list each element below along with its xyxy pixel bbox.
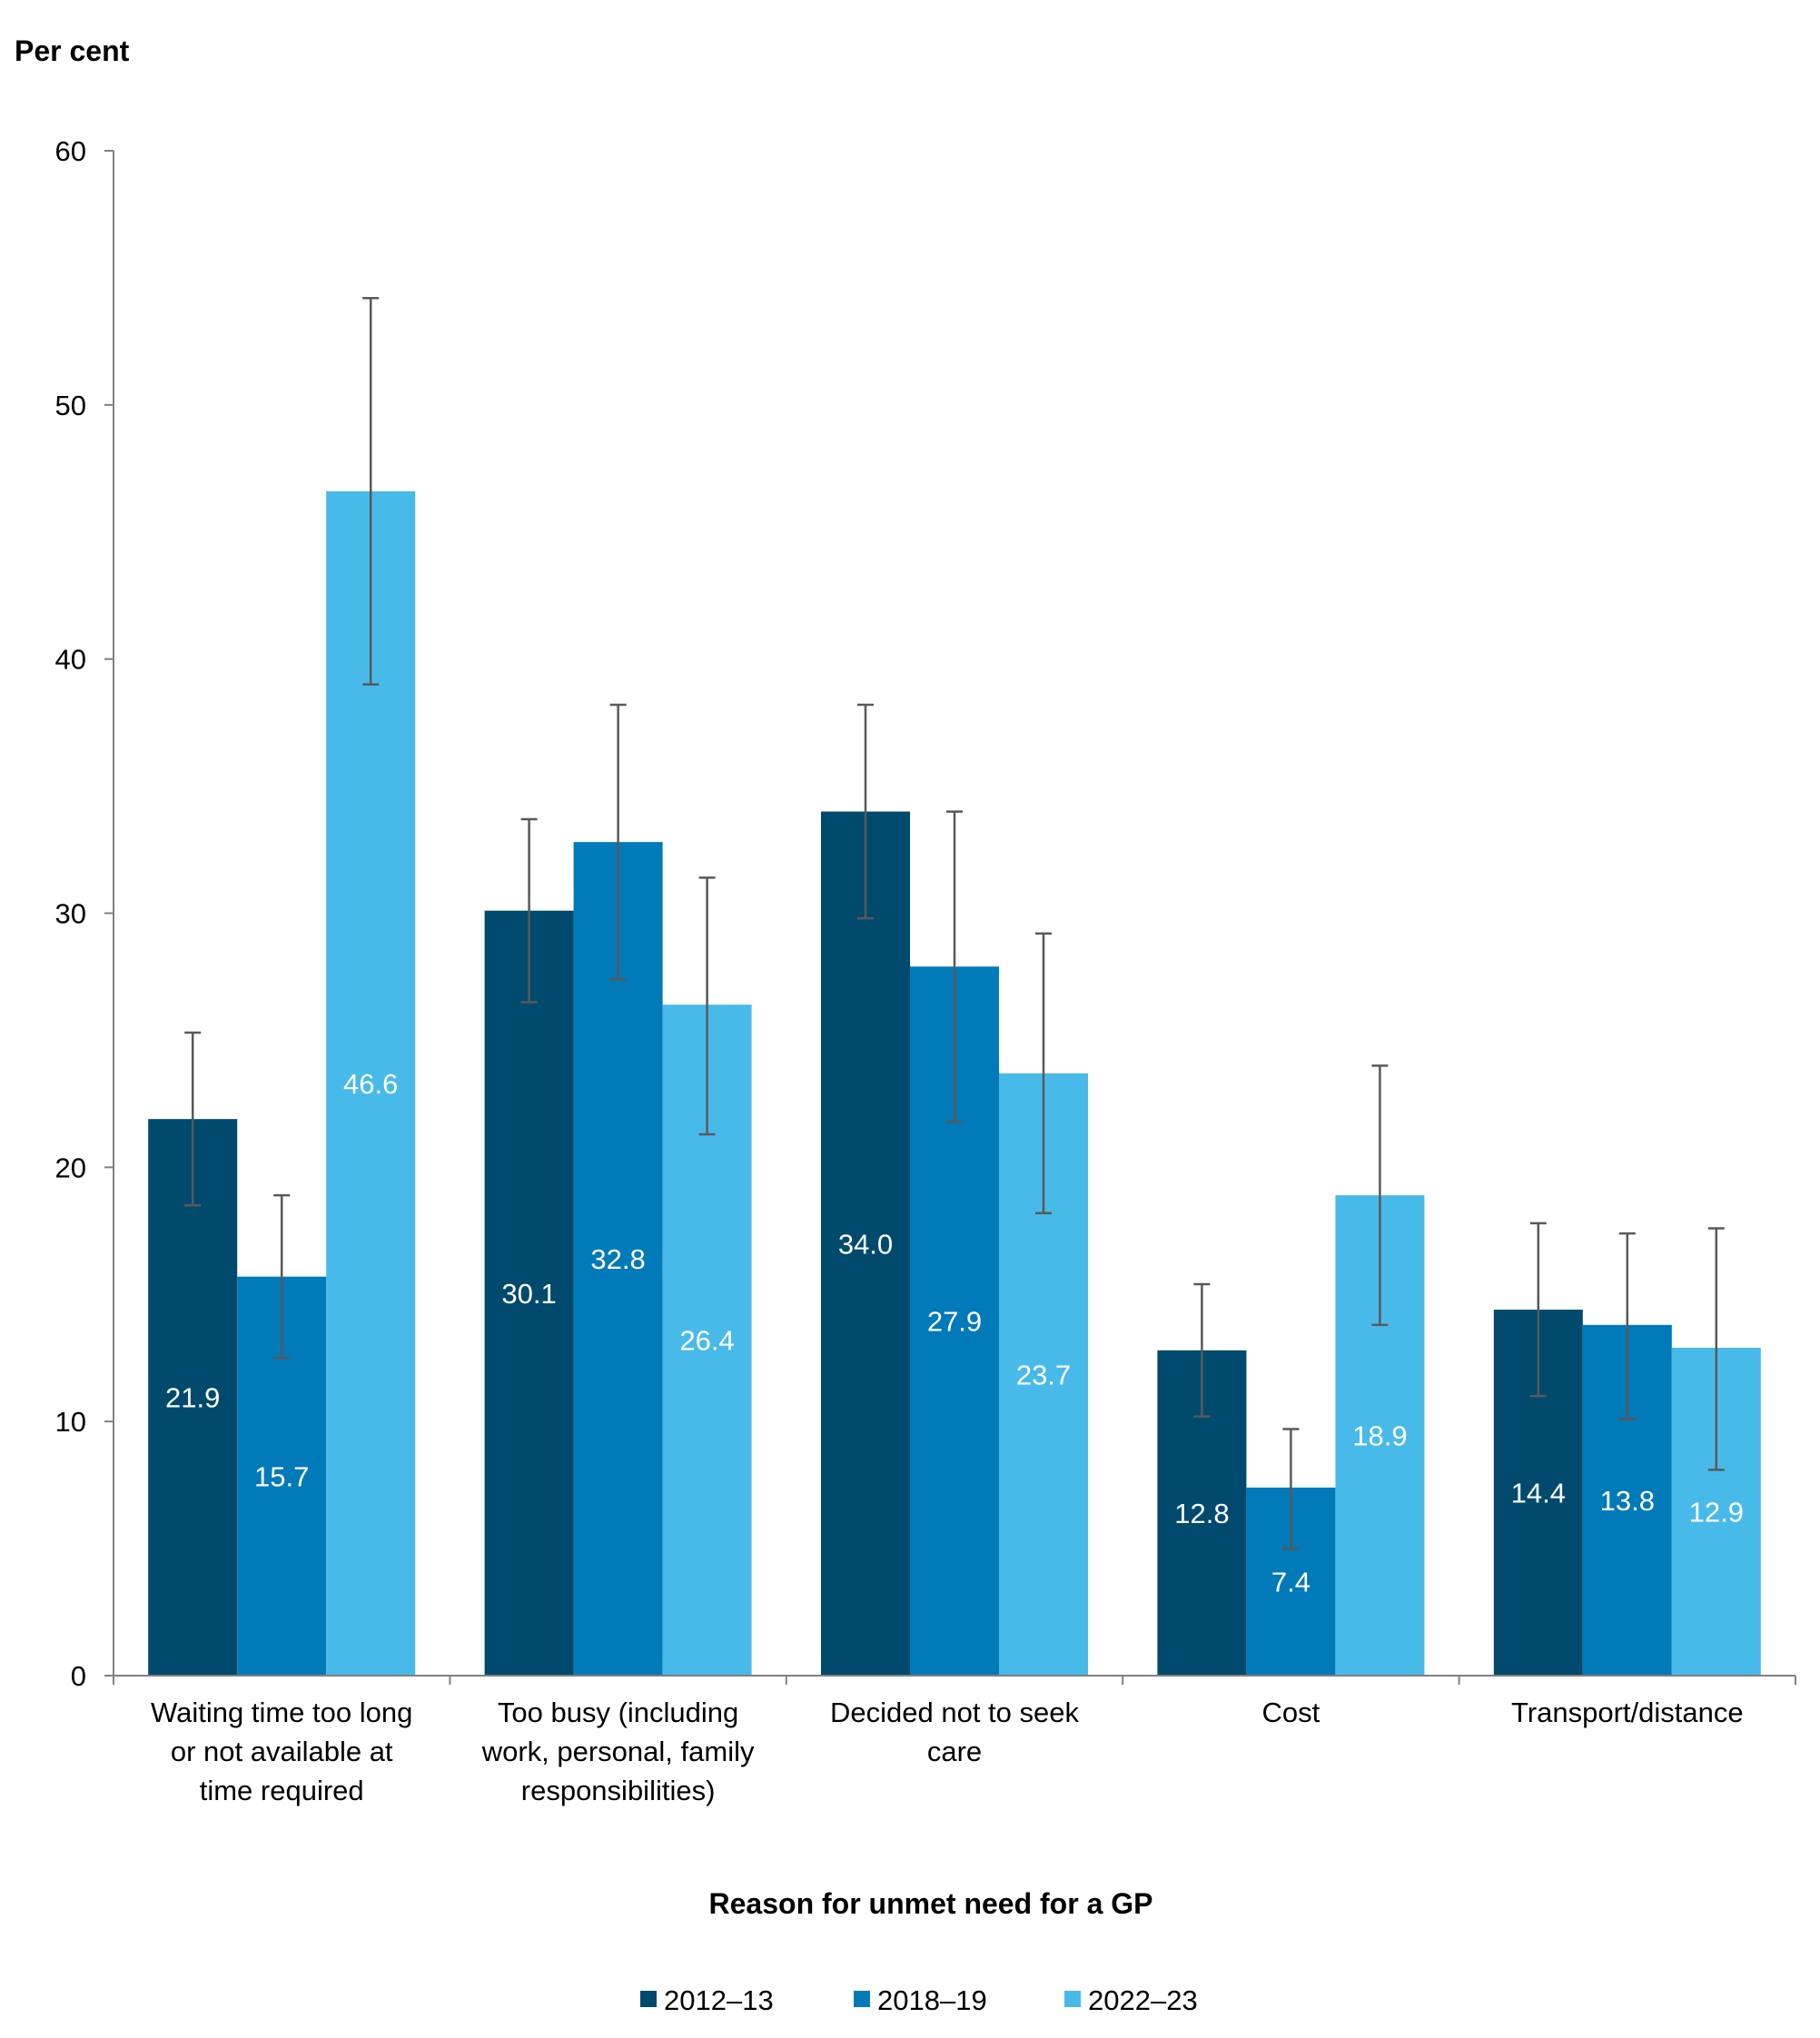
data-label: 18.9 xyxy=(1352,1420,1407,1452)
x-category-label: Cost xyxy=(1262,1697,1320,1728)
bar xyxy=(484,910,574,1676)
x-category-label-line: care xyxy=(927,1736,982,1767)
x-category-label: Decided not to seek care xyxy=(830,1697,1080,1767)
value-labels: 21.9 30.1 34.0 12.8 14.4 15.7 32.8 27.9 7.4 13.8 4… xyxy=(165,1068,1744,1598)
bar xyxy=(148,1119,238,1676)
y-tick-label: 50 xyxy=(55,390,86,421)
y-axis: 0 10 20 30 40 50 60 xyxy=(55,135,114,1692)
bars xyxy=(148,490,1761,1676)
data-label: 21.9 xyxy=(165,1382,220,1414)
data-label: 12.9 xyxy=(1689,1497,1744,1528)
data-label: 32.8 xyxy=(590,1243,645,1275)
x-category-label-line: Cost xyxy=(1262,1697,1320,1728)
legend-label: 2018–19 xyxy=(877,1984,987,2016)
bar xyxy=(821,811,910,1676)
x-axis-title: Reason for unmet need for a GP xyxy=(709,1887,1153,1920)
x-category-label-line: Transport/distance xyxy=(1511,1697,1744,1728)
y-axis-title: Per cent xyxy=(15,35,130,67)
data-label: 13.8 xyxy=(1600,1485,1655,1517)
x-category-label-line: time required xyxy=(200,1775,364,1806)
y-tick-label: 20 xyxy=(55,1152,86,1183)
x-category-label-line: Waiting time too long xyxy=(151,1697,412,1728)
data-label: 23.7 xyxy=(1016,1359,1071,1390)
x-category-label-line: work, personal, family xyxy=(481,1736,755,1767)
x-category-label: Too busy (including work, personal, famil… xyxy=(481,1697,755,1806)
y-tick-label: 40 xyxy=(55,644,86,676)
x-category-label-line: responsibilities) xyxy=(521,1775,716,1806)
bar xyxy=(326,490,416,1676)
y-tick-label: 0 xyxy=(71,1660,86,1692)
x-axis: Waiting time too long or not available at… xyxy=(113,1675,1796,1806)
data-label: 27.9 xyxy=(927,1306,982,1338)
legend: 2012–13 2018–19 2022–23 xyxy=(640,1984,1198,2016)
data-label: 14.4 xyxy=(1511,1478,1566,1509)
legend-label: 2022–23 xyxy=(1088,1984,1198,2016)
x-category-label-line: Too busy (including xyxy=(498,1697,738,1728)
y-tick-label: 10 xyxy=(55,1406,86,1438)
data-label: 12.8 xyxy=(1174,1498,1229,1529)
error-bars xyxy=(184,297,1725,1550)
x-category-label: Transport/distance xyxy=(1511,1697,1744,1728)
x-category-label-line: or not available at xyxy=(171,1736,393,1767)
data-label: 34.0 xyxy=(838,1228,893,1260)
legend-swatch xyxy=(1064,1991,1081,2007)
x-category-label: Waiting time too long or not available at… xyxy=(151,1697,412,1806)
data-label: 30.1 xyxy=(501,1278,556,1310)
bar xyxy=(573,842,663,1676)
y-tick-label: 60 xyxy=(55,135,86,167)
legend-swatch xyxy=(854,1991,870,2007)
legend-swatch xyxy=(640,1991,657,2007)
legend-label: 2012–13 xyxy=(664,1984,774,2016)
y-tick-label: 30 xyxy=(55,898,86,930)
data-label: 46.6 xyxy=(343,1068,398,1100)
data-label: 7.4 xyxy=(1271,1566,1311,1598)
data-label: 26.4 xyxy=(679,1325,734,1357)
data-label: 15.7 xyxy=(254,1460,309,1492)
x-category-label-line: Decided not to seek xyxy=(830,1697,1080,1728)
